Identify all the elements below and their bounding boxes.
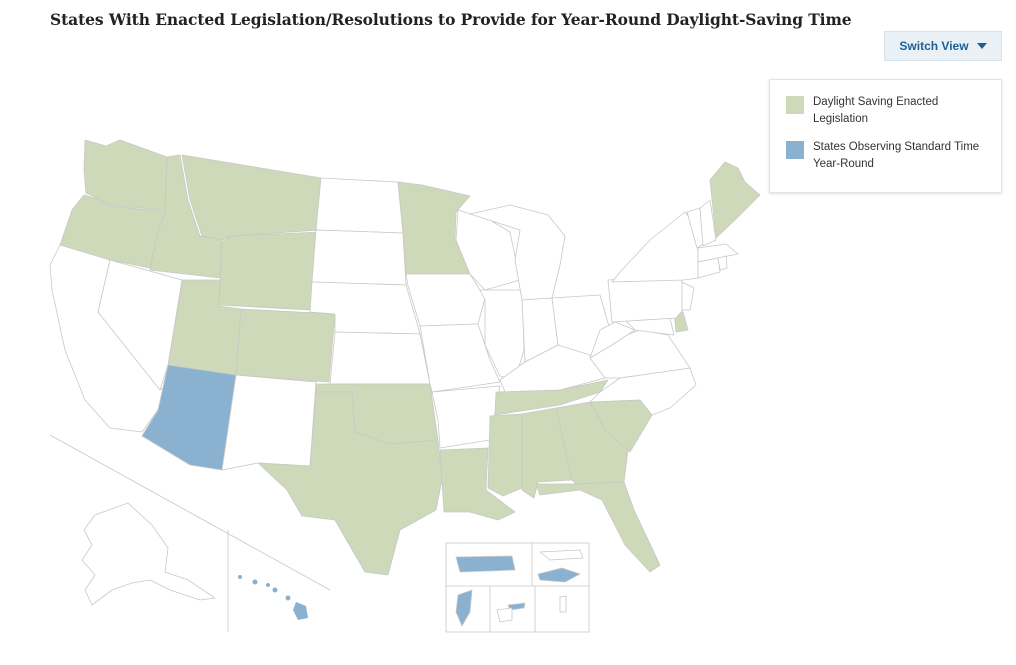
state-fl[interactable]: [535, 481, 661, 573]
caret-down-icon: [976, 43, 987, 49]
state-nm[interactable]: [221, 374, 317, 471]
switch-view-button[interactable]: Switch View: [884, 31, 1002, 61]
legend-item-standard: States Observing Standard Time Year-Roun…: [786, 139, 987, 173]
state-nh[interactable]: [699, 199, 717, 247]
state-pa[interactable]: [607, 275, 689, 323]
state-la[interactable]: [439, 447, 516, 521]
state-nv[interactable]: [97, 259, 183, 391]
switch-view-label: Switch View: [899, 39, 969, 53]
state-nd[interactable]: [315, 177, 404, 234]
state-ks[interactable]: [329, 331, 431, 385]
state-mt[interactable]: [181, 154, 322, 241]
state-ar[interactable]: [431, 385, 501, 449]
territory-dc-inset[interactable]: [559, 595, 567, 613]
legend-item-dst: Daylight Saving Enacted Legislation: [786, 94, 987, 128]
state-ia[interactable]: [405, 273, 486, 327]
state-mo[interactable]: [419, 323, 501, 393]
state-ct[interactable]: [697, 257, 721, 279]
state-ms[interactable]: [487, 413, 523, 497]
state-nj[interactable]: [681, 281, 695, 311]
legend-label-standard: States Observing Standard Time Year-Roun…: [813, 141, 980, 170]
state-ak[interactable]: [81, 502, 216, 606]
state-me[interactable]: [709, 161, 761, 239]
state-ma[interactable]: [697, 243, 739, 263]
state-wy[interactable]: [218, 231, 321, 311]
state-mi[interactable]: [469, 204, 566, 301]
state-tx[interactable]: [257, 391, 443, 576]
state-wv[interactable]: [589, 321, 636, 359]
territory-vi[interactable]: [537, 567, 581, 583]
territories-inset: [445, 542, 590, 633]
inset-divider-alaska: [49, 434, 331, 591]
page-title: States With Enacted Legislation/Resoluti…: [50, 10, 852, 29]
state-sd[interactable]: [311, 229, 407, 286]
state-co[interactable]: [235, 308, 336, 383]
legend-label-dst: Daylight Saving Enacted Legislation: [813, 96, 939, 125]
state-wa[interactable]: [83, 139, 168, 211]
legend-swatch-dst: [786, 96, 804, 114]
state-ny[interactable]: [611, 211, 699, 283]
map-legend: Daylight Saving Enacted Legislation Stat…: [769, 79, 1002, 193]
state-wi[interactable]: [455, 209, 521, 291]
legend-swatch-standard: [786, 141, 804, 159]
state-hi[interactable]: [238, 575, 308, 620]
territory-pr[interactable]: [455, 555, 516, 573]
state-ri[interactable]: [717, 255, 728, 271]
territory-gu[interactable]: [455, 589, 473, 627]
territory-other[interactable]: [496, 607, 513, 623]
territory-nmi-inset[interactable]: [539, 549, 584, 561]
